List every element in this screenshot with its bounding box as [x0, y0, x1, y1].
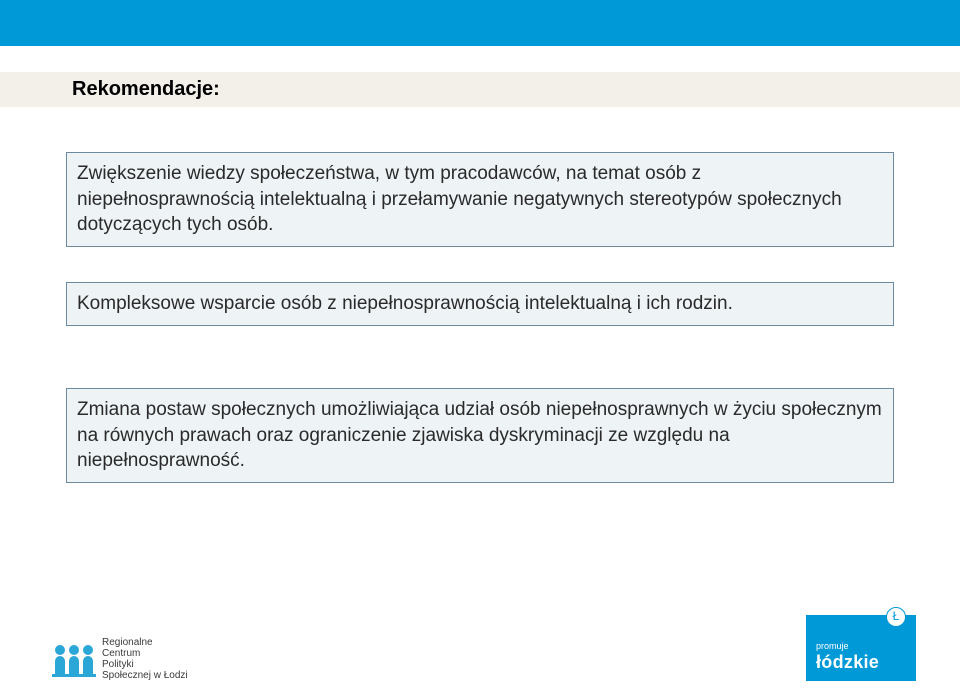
- badge-line-1: promuje: [816, 641, 906, 651]
- recommendation-text-3: Zmiana postaw społecznych umożliwiająca …: [77, 399, 882, 471]
- footer-logo-text: Regionalne Centrum Polityki Społecznej w…: [102, 637, 188, 681]
- heading-title: Rekomendacje:: [72, 78, 220, 100]
- lodzkie-badge: Ł promuje łódzkie: [806, 615, 916, 681]
- recommendation-box-2: Kompleksowe wsparcie osób z niepełnospra…: [66, 282, 894, 326]
- footer-line-2: Centrum: [102, 648, 188, 659]
- recommendation-text-1: Zwiększenie wiedzy społeczeństwa, w tym …: [77, 163, 842, 235]
- recommendation-box-1: Zwiększenie wiedzy społeczeństwa, w tym …: [66, 152, 894, 247]
- footer-line-3: Polityki: [102, 659, 188, 670]
- footer-line-4: Społecznej w Łodzi: [102, 670, 188, 681]
- people-icon: [52, 641, 96, 677]
- footer-line-1: Regionalne: [102, 637, 188, 648]
- footer-left-logo: Regionalne Centrum Polityki Społecznej w…: [52, 637, 188, 681]
- slide-page: Rekomendacje: Zwiększenie wiedzy społecz…: [0, 0, 960, 699]
- top-bar: [0, 0, 960, 46]
- badge-letter-icon: Ł: [886, 607, 906, 627]
- recommendation-text-2: Kompleksowe wsparcie osób z niepełnospra…: [77, 293, 733, 314]
- recommendation-box-3: Zmiana postaw społecznych umożliwiająca …: [66, 388, 894, 483]
- badge-line-2: łódzkie: [816, 652, 906, 673]
- heading-band: Rekomendacje:: [0, 72, 960, 107]
